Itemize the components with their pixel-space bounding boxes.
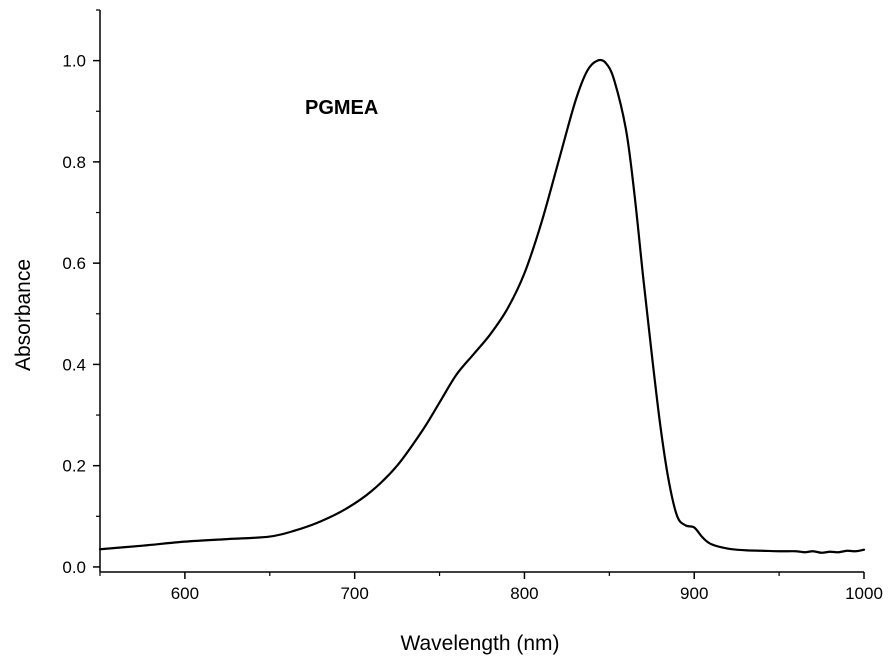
x-axis-title: Wavelength (nm) [400, 632, 559, 655]
y-axis-title: Absorbance [12, 259, 35, 371]
axes [99, 10, 864, 573]
annotation-label: PGMEA [305, 97, 378, 119]
tick-labels: 600 700 800 900 1000 0.0 0.2 0.4 0.6 0.8 1.0 [62, 52, 883, 603]
y-tick-label: 0.2 [62, 457, 86, 476]
y-tick-label: 0.4 [62, 355, 86, 374]
x-tick-label: 1000 [845, 584, 883, 603]
ticks [93, 9, 865, 579]
y-tick-label: 0.0 [62, 558, 86, 577]
x-tick-label: 700 [340, 584, 368, 603]
y-tick-label: 0.8 [62, 153, 86, 172]
series-line [98, 58, 866, 554]
y-tick-label: 1.0 [62, 52, 86, 71]
y-tick-label: 0.6 [62, 254, 86, 273]
x-tick-label: 900 [680, 584, 708, 603]
x-tick-label: 800 [510, 584, 538, 603]
x-tick-label: 600 [171, 584, 199, 603]
